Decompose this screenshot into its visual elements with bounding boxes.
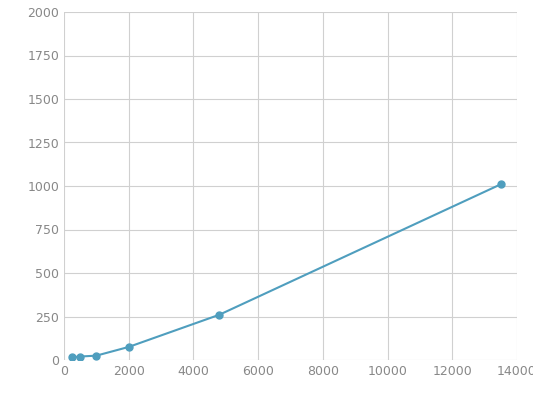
- Point: [124, 344, 133, 350]
- Point: [76, 353, 84, 360]
- Point: [497, 181, 505, 188]
- Point: [68, 354, 76, 360]
- Point: [215, 312, 223, 318]
- Point: [92, 352, 101, 359]
